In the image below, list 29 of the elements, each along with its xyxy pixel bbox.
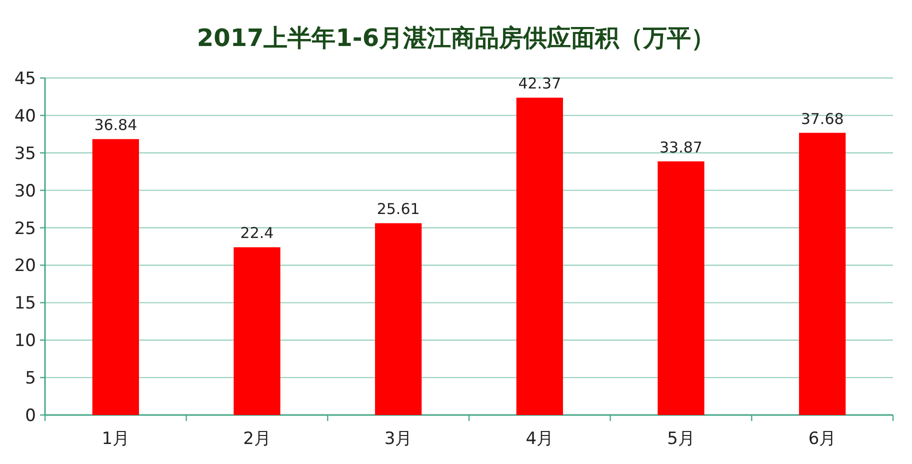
y-tick-label: 15 bbox=[14, 294, 36, 314]
data-label: 36.84 bbox=[94, 116, 138, 134]
y-tick-label: 30 bbox=[14, 181, 36, 202]
x-tick-label: 1月 bbox=[102, 429, 130, 449]
x-tick-label: 6月 bbox=[808, 429, 836, 449]
data-label: 42.37 bbox=[518, 74, 562, 93]
x-tick-label: 2月 bbox=[243, 429, 271, 449]
y-tick-label: 25 bbox=[14, 218, 36, 239]
data-label: 22.4 bbox=[240, 224, 274, 242]
chart-title: 2017上半年1-6月湛江商品房供应面积（万平） bbox=[196, 24, 716, 52]
y-tick-label: 10 bbox=[14, 331, 36, 352]
data-label: 25.61 bbox=[376, 200, 420, 218]
bar bbox=[799, 132, 846, 415]
data-label: 37.68 bbox=[800, 110, 844, 128]
bar bbox=[375, 223, 422, 415]
y-tick-label: 35 bbox=[14, 144, 36, 164]
y-tick-label: 5 bbox=[25, 368, 36, 389]
y-tick-label: 0 bbox=[25, 406, 36, 426]
bar bbox=[658, 161, 704, 415]
y-tick-label: 40 bbox=[14, 106, 36, 126]
bar bbox=[234, 247, 280, 415]
y-tick-label: 20 bbox=[14, 256, 36, 276]
bar bbox=[92, 139, 139, 415]
data-label: 33.87 bbox=[660, 138, 702, 156]
x-tick-label: 3月 bbox=[384, 429, 412, 449]
x-tick-label: 5月 bbox=[667, 429, 695, 449]
bar bbox=[516, 98, 563, 415]
x-tick-label: 4月 bbox=[526, 429, 554, 449]
y-tick-label: 45 bbox=[14, 69, 36, 89]
